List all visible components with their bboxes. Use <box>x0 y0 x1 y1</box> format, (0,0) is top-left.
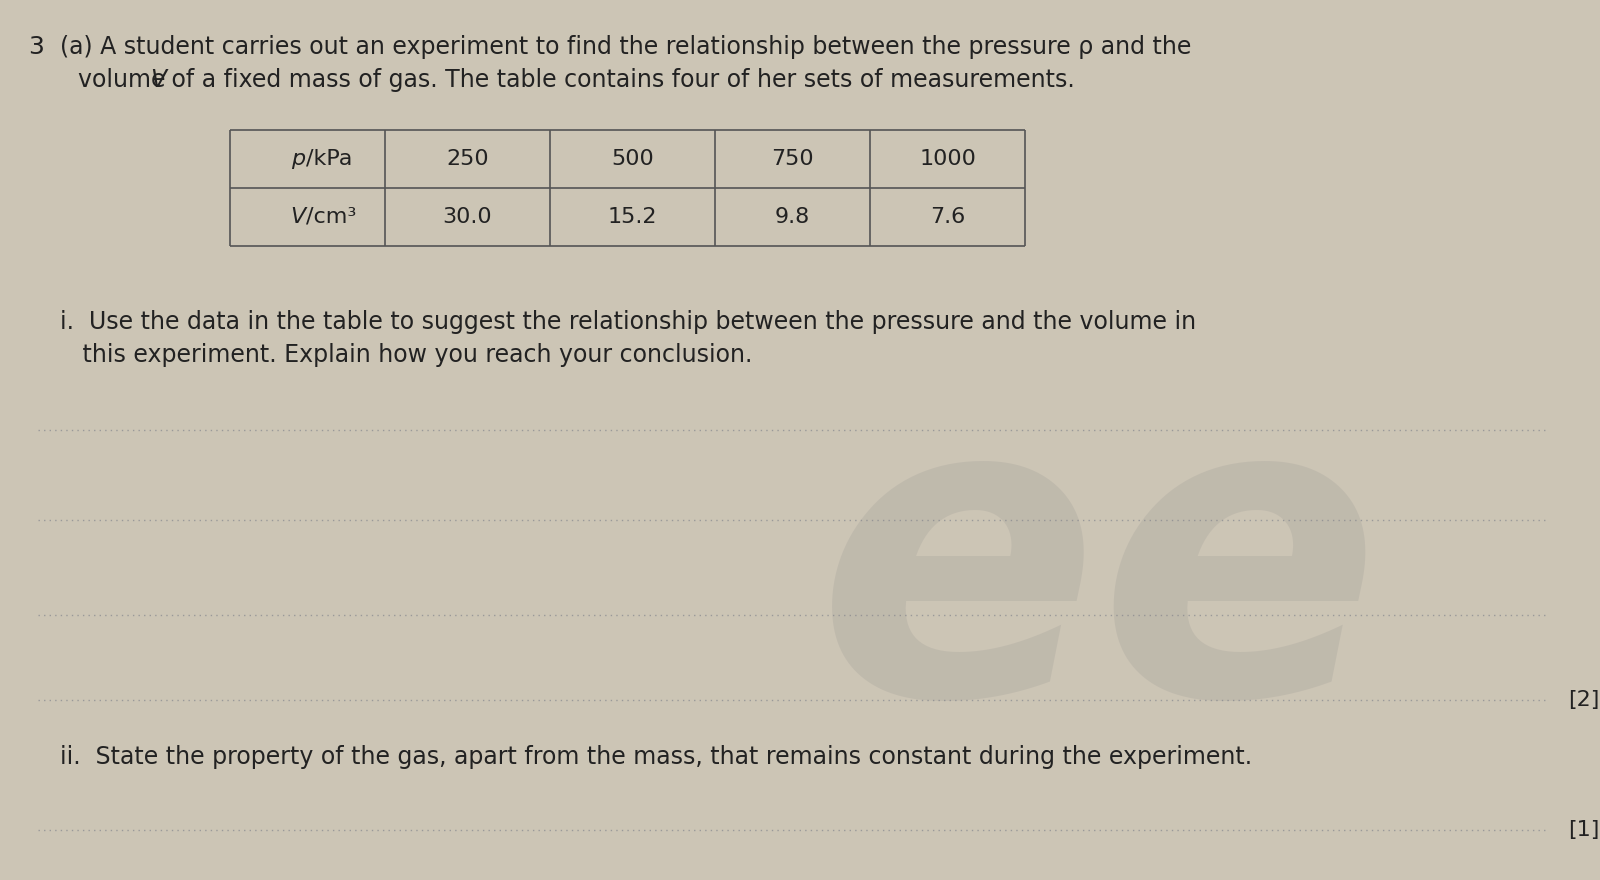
Text: ii.  State the property of the gas, apart from the mass, that remains constant d: ii. State the property of the gas, apart… <box>61 745 1253 769</box>
Text: i.  Use the data in the table to suggest the relationship between the pressure a: i. Use the data in the table to suggest … <box>61 310 1197 334</box>
Text: 1000: 1000 <box>918 149 976 169</box>
Text: 9.8: 9.8 <box>774 207 810 227</box>
Text: /cm³: /cm³ <box>306 207 355 227</box>
Text: 30.0: 30.0 <box>443 207 493 227</box>
Text: 3: 3 <box>29 35 43 59</box>
Text: 750: 750 <box>771 149 814 169</box>
Text: [1]: [1] <box>1568 820 1600 840</box>
Text: volume: volume <box>78 68 173 92</box>
Text: 500: 500 <box>611 149 654 169</box>
Text: V: V <box>290 207 306 227</box>
Text: ee: ee <box>818 378 1382 782</box>
Text: [2]: [2] <box>1568 690 1600 710</box>
Text: (a) A student carries out an experiment to find the relationship between the pre: (a) A student carries out an experiment … <box>61 35 1192 59</box>
Text: V: V <box>150 68 166 92</box>
Text: 250: 250 <box>446 149 490 169</box>
Text: of a fixed mass of gas. The table contains four of her sets of measurements.: of a fixed mass of gas. The table contai… <box>165 68 1075 92</box>
Text: this experiment. Explain how you reach your conclusion.: this experiment. Explain how you reach y… <box>61 343 752 367</box>
Text: 7.6: 7.6 <box>930 207 965 227</box>
Text: p: p <box>291 149 306 169</box>
Text: 15.2: 15.2 <box>608 207 658 227</box>
Text: /kPa: /kPa <box>306 149 352 169</box>
